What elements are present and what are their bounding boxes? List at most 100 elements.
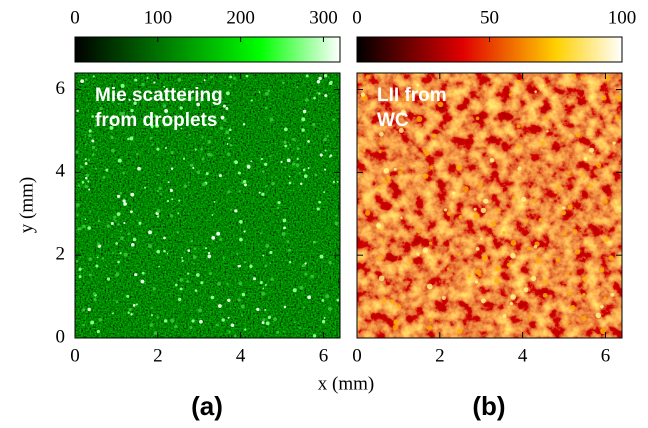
hot-spot: [467, 273, 472, 278]
speckle: [158, 186, 162, 190]
speckle: [219, 95, 222, 98]
speckle: [165, 147, 167, 149]
speckle: [187, 181, 190, 184]
speckle: [237, 171, 241, 175]
speckle: [277, 201, 281, 205]
hot-spot: [429, 165, 434, 170]
speckle: [210, 295, 215, 300]
speckle: [323, 74, 328, 78]
speckle: [174, 283, 178, 287]
hot-spot: [383, 167, 390, 174]
speckle: [183, 87, 186, 90]
speckle: [84, 78, 88, 81]
speckle: [233, 334, 237, 338]
speckle: [269, 262, 271, 264]
speckle: [156, 215, 160, 218]
speckle: [82, 224, 86, 229]
plot-frame: [356, 72, 623, 339]
speckle: [259, 280, 263, 285]
speckle: [230, 208, 233, 211]
hot-spot: [567, 171, 571, 175]
hot-spot: [393, 319, 399, 325]
hot-spot: [596, 162, 602, 169]
speckle: [286, 240, 290, 244]
speckle: [96, 242, 100, 246]
hot-spot: [475, 116, 480, 121]
hot-spot: [581, 315, 587, 322]
hot-spot: [580, 172, 584, 176]
speckle: [213, 201, 216, 203]
speckle: [186, 279, 190, 283]
speckle: [177, 78, 182, 82]
speckle: [222, 257, 225, 260]
speckle: [111, 115, 116, 120]
hot-spot: [365, 74, 370, 79]
hot-spot: [601, 95, 607, 101]
x-tick-label: 0: [352, 345, 362, 366]
hot-spot: [370, 309, 374, 313]
speckle: [189, 163, 194, 167]
hot-spot: [446, 267, 450, 271]
speckle: [84, 133, 87, 136]
hot-spot: [429, 318, 433, 322]
speckle: [144, 186, 147, 189]
speckle: [147, 244, 152, 249]
speckle: [243, 180, 247, 184]
speckle: [181, 256, 183, 259]
speckle: [273, 317, 278, 322]
speckle: [132, 303, 136, 307]
hot-spot: [458, 214, 463, 219]
hot-spot: [604, 75, 611, 82]
speckle: [177, 212, 180, 215]
hot-spot: [608, 255, 614, 261]
speckle: [218, 174, 222, 178]
hot-spot: [457, 253, 461, 257]
speckle: [96, 329, 100, 334]
speckle: [220, 115, 225, 120]
speckle: [319, 254, 324, 259]
speckle: [240, 304, 245, 309]
speckle: [304, 262, 307, 265]
speckle: [314, 173, 318, 177]
speckle: [288, 260, 292, 264]
speckle: [119, 230, 122, 233]
speckle: [244, 183, 247, 187]
speckle: [180, 127, 183, 130]
speckle: [336, 298, 340, 302]
hot-spot: [398, 127, 404, 134]
hot-spot: [416, 228, 422, 233]
speckle: [113, 215, 117, 219]
speckle: [152, 287, 156, 291]
speckle: [277, 206, 280, 210]
speckle: [307, 140, 310, 143]
speckle: [81, 180, 85, 184]
speckle: [296, 147, 300, 151]
speckle: [111, 251, 114, 254]
speckle: [282, 218, 287, 223]
speckle: [200, 281, 204, 285]
hot-spot: [533, 245, 538, 249]
speckle: [82, 308, 86, 312]
y-tick-label: 0: [56, 326, 66, 347]
hot-spot: [485, 221, 488, 224]
speckle: [192, 166, 195, 169]
speckle: [194, 289, 198, 292]
speckle: [92, 292, 96, 296]
speckle: [164, 108, 169, 113]
speckle: [95, 148, 98, 151]
speckle: [122, 199, 126, 203]
speckle: [314, 241, 317, 244]
hot-spot: [502, 231, 506, 235]
hot-spot: [490, 221, 497, 227]
hot-spot: [542, 84, 545, 87]
speckle: [105, 168, 109, 172]
speckle: [164, 122, 169, 127]
speckle: [151, 143, 154, 146]
speckle: [76, 213, 79, 217]
hot-spot: [561, 210, 567, 216]
speckle: [115, 272, 120, 277]
speckle: [240, 314, 243, 317]
hot-spot: [379, 141, 383, 145]
speckle: [324, 168, 327, 171]
